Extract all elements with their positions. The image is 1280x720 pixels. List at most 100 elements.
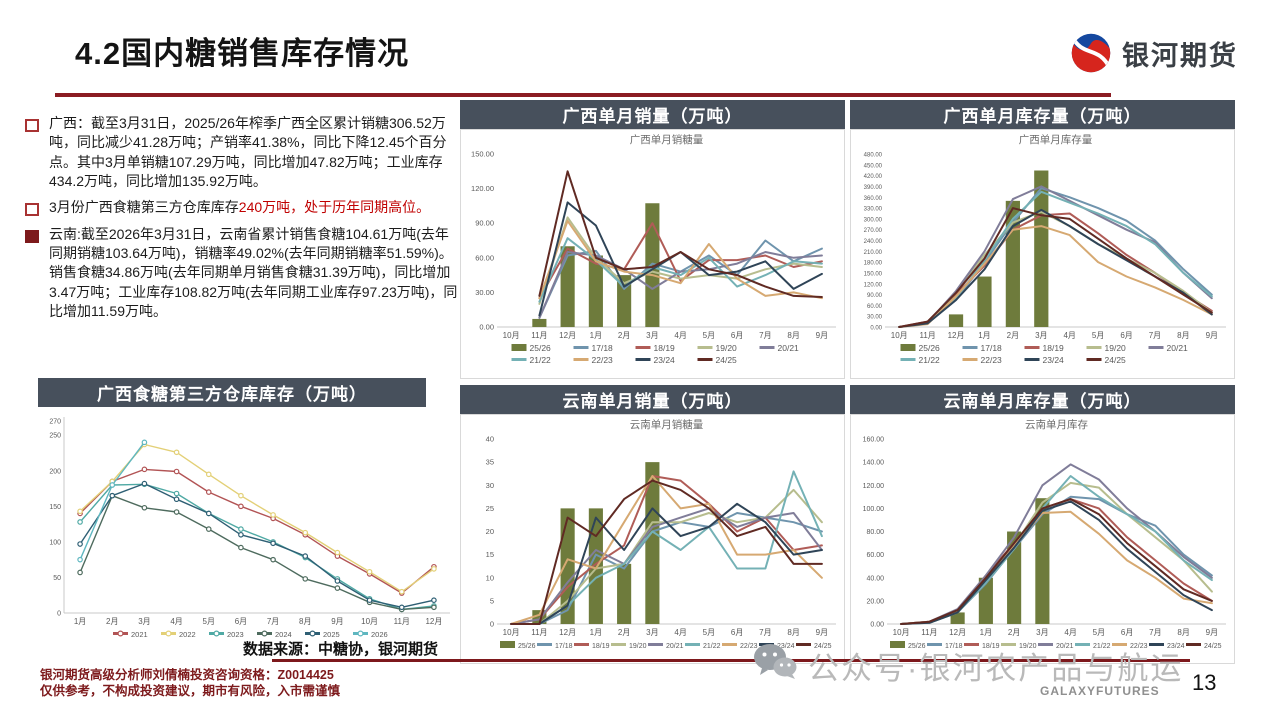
svg-text:60.00: 60.00	[867, 304, 883, 310]
svg-text:390.00: 390.00	[864, 185, 883, 191]
svg-text:5: 5	[490, 596, 494, 605]
bullet-list: 广西：截至3月31日，2025/26年榨季广西全区累计销糖306.52万吨，同比…	[25, 114, 460, 328]
svg-text:20: 20	[486, 527, 494, 536]
svg-text:20/21: 20/21	[1056, 643, 1074, 650]
svg-text:19/20: 19/20	[1019, 643, 1037, 650]
svg-text:40: 40	[486, 435, 494, 444]
svg-text:广西单月库存量: 广西单月库存量	[1019, 133, 1093, 146]
bullet-text: 云南:截至2026年3月31日，云南省累计销售食糖104.61万吨(去年同期销糖…	[49, 225, 458, 319]
svg-text:1月: 1月	[980, 628, 992, 637]
svg-text:4月: 4月	[170, 617, 182, 626]
svg-text:18/19: 18/19	[592, 643, 610, 650]
svg-text:35: 35	[486, 458, 494, 467]
svg-text:30.00: 30.00	[475, 288, 494, 297]
svg-text:8月: 8月	[787, 628, 799, 637]
svg-text:1月: 1月	[590, 331, 602, 340]
galaxy-futures-logo: 银河期货	[1070, 32, 1238, 74]
page-title: 4.2国内糖销售库存情况	[75, 36, 410, 71]
svg-text:210.00: 210.00	[864, 250, 883, 256]
svg-text:10月: 10月	[891, 331, 908, 340]
svg-text:1月: 1月	[74, 617, 86, 626]
chart-panel-title: 广西食糖第三方仓库库存（万吨）	[38, 378, 426, 407]
bullet-text: 3月份广西食糖第三方仓库库存240万吨，处于历年同期高位。	[49, 199, 431, 216]
svg-text:5月: 5月	[203, 617, 215, 626]
svg-text:2026: 2026	[371, 630, 388, 639]
bullet-marker-icon	[25, 203, 39, 217]
guangxi-third-party-warehouse-panel: 广西食糖第三方仓库库存（万吨） 0 50 100 150 200 250 270 1月 2月 3月…	[38, 378, 460, 652]
guangxi-monthly-sales-panel: 广西单月销量（万吨） 广西单月销糖量 0.00 30.00 60.00 90.00 120…	[460, 100, 845, 379]
svg-text:30.00: 30.00	[867, 315, 883, 321]
wechat-watermark: 公众号·银河农产品与航运	[752, 643, 1183, 688]
svg-text:2023: 2023	[227, 630, 244, 639]
svg-text:200: 200	[49, 468, 61, 475]
guangxi-third-party-warehouse-chart: 0 50 100 150 200 250 270 1月 2月 3月 4月 5月 6月 7月 8月 9月 10月 1…	[49, 417, 450, 639]
svg-text:7月: 7月	[267, 617, 279, 626]
svg-text:10月: 10月	[893, 628, 910, 637]
svg-text:9月: 9月	[1206, 331, 1218, 340]
bullet-item: 3月份广西食糖第三方仓库库存240万吨，处于历年同期高位。	[25, 198, 460, 217]
svg-text:2024: 2024	[275, 630, 292, 639]
svg-text:22/23: 22/23	[1130, 643, 1148, 650]
svg-text:360.00: 360.00	[864, 196, 883, 202]
svg-text:10: 10	[486, 573, 494, 582]
svg-text:21/22: 21/22	[919, 355, 941, 365]
bullet-marker-icon	[25, 229, 39, 243]
svg-text:18/19: 18/19	[654, 343, 676, 353]
bullet-item: 广西：截至3月31日，2025/26年榨季广西全区累计销糖306.52万吨，同比…	[25, 114, 460, 191]
svg-text:0: 0	[490, 620, 494, 629]
svg-text:2月: 2月	[618, 331, 630, 340]
guangxi-monthly-inventory-chart: 广西单月库存量 0.00 30.00 60.00 90.00 120.00 150.00 18…	[864, 133, 1226, 365]
svg-text:3月: 3月	[646, 331, 658, 340]
svg-text:4月: 4月	[1063, 331, 1075, 340]
svg-text:12月: 12月	[948, 331, 965, 340]
svg-text:23/24: 23/24	[777, 643, 795, 650]
bullet-text: 广西：截至3月31日，2025/26年榨季广西全区累计销糖306.52万吨，同比…	[49, 115, 447, 189]
svg-text:2021: 2021	[131, 630, 148, 639]
svg-text:60.00: 60.00	[475, 253, 494, 262]
svg-text:4月: 4月	[674, 628, 686, 637]
svg-text:2月: 2月	[618, 628, 630, 637]
svg-text:21/22: 21/22	[530, 355, 552, 365]
svg-text:100.00: 100.00	[863, 506, 885, 513]
svg-text:6月: 6月	[1121, 628, 1133, 637]
chart-panel-title: 云南单月库存量（万吨）	[850, 385, 1235, 414]
svg-text:11月: 11月	[394, 617, 410, 626]
svg-text:20.00: 20.00	[866, 598, 884, 605]
svg-text:5月: 5月	[1093, 628, 1105, 637]
guangxi-monthly-inventory-panel: 广西单月库存量（万吨） 广西单月库存量 0.00 30.00 60.00 90.00 12…	[850, 100, 1235, 379]
svg-text:180.00: 180.00	[864, 261, 883, 267]
svg-text:7月: 7月	[1149, 628, 1161, 637]
svg-text:2025: 2025	[323, 630, 340, 639]
svg-text:12月: 12月	[949, 628, 966, 637]
logo-text: 银河期货	[1122, 40, 1238, 71]
svg-text:广西单月销糖量: 广西单月销糖量	[630, 133, 704, 146]
svg-text:6月: 6月	[731, 628, 743, 637]
analyst-credential: 银河期货高级分析师刘倩楠投资咨询资格：Z0014425	[40, 668, 334, 682]
svg-text:24/25: 24/25	[1105, 355, 1127, 365]
svg-text:9月: 9月	[816, 628, 828, 637]
svg-text:25/26: 25/26	[530, 343, 552, 353]
svg-text:240.00: 240.00	[864, 239, 883, 245]
svg-text:19/20: 19/20	[629, 643, 647, 650]
svg-text:5月: 5月	[703, 331, 715, 340]
yunnan-monthly-inventory-chart: 云南单月库存 0.00 20.00 40.00 60.00 80.00 100.00 120.…	[863, 418, 1226, 650]
svg-text:20/21: 20/21	[666, 643, 684, 650]
svg-text:3月: 3月	[1036, 628, 1048, 637]
svg-text:450.00: 450.00	[864, 163, 883, 169]
svg-text:5月: 5月	[703, 628, 715, 637]
svg-text:80.00: 80.00	[866, 529, 884, 536]
svg-text:11月: 11月	[919, 331, 935, 340]
svg-text:330.00: 330.00	[864, 207, 883, 213]
svg-text:11月: 11月	[921, 628, 937, 637]
yunnan-monthly-sales-chart: 云南单月销糖量 0 5 10 15 20 25 30 35 40 10月 11月 12月 1月 2月 3月 4月…	[486, 418, 836, 650]
page-number: 13	[1192, 670, 1217, 695]
svg-text:12月: 12月	[425, 617, 442, 626]
svg-text:9月: 9月	[331, 617, 343, 626]
svg-text:140.00: 140.00	[863, 460, 885, 467]
svg-text:22/23: 22/23	[740, 643, 758, 650]
watermark-text: 公众号·银河农产品与航运	[808, 651, 1184, 686]
yunnan-monthly-sales-panel: 云南单月销量（万吨） 云南单月销糖量 0 5 10 15 20 25 30 35 40 10月 11月…	[460, 385, 845, 664]
svg-text:7月: 7月	[759, 628, 771, 637]
svg-text:6月: 6月	[235, 617, 247, 626]
svg-text:18/19: 18/19	[982, 643, 1000, 650]
